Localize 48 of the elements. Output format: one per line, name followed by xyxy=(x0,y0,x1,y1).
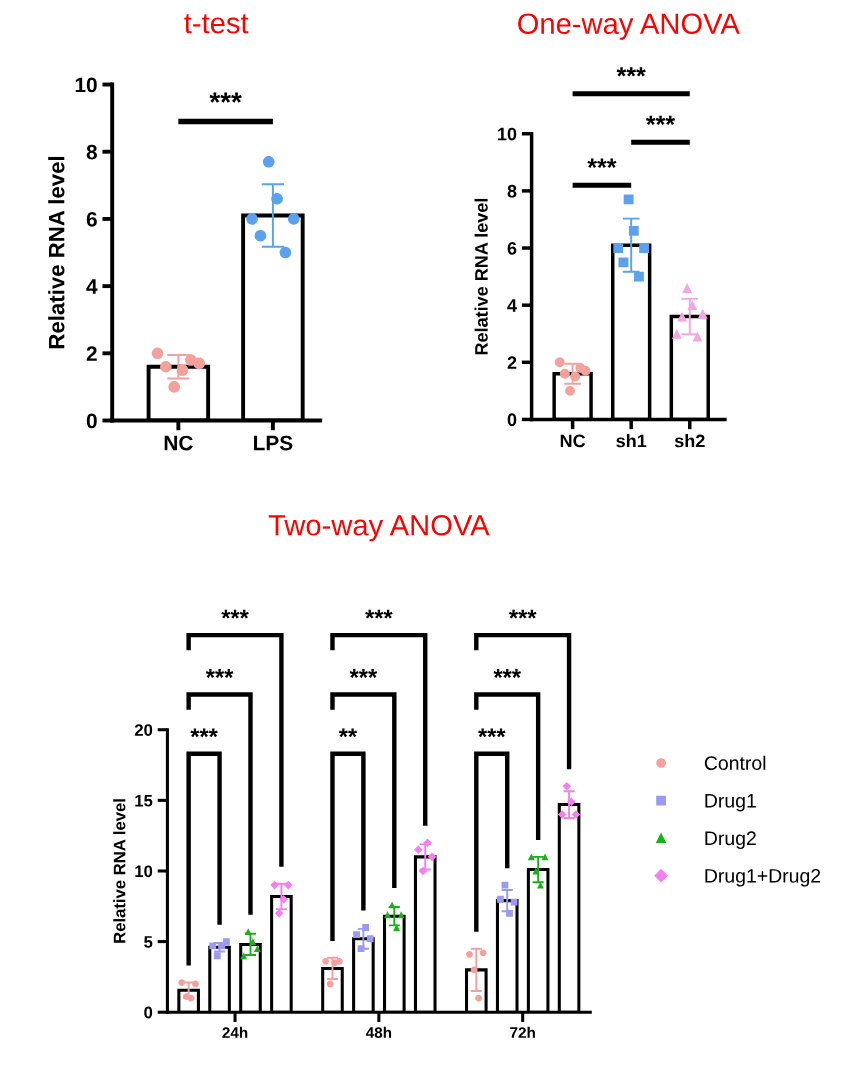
y-axis-title: Relative RNA level xyxy=(48,156,65,349)
chart-title: Two-way ANOVA xyxy=(268,514,490,542)
legend-label: Control xyxy=(704,755,766,770)
x-tick-label: 72h xyxy=(510,1026,535,1038)
text: *** xyxy=(221,609,249,619)
x-tick-label: LPS xyxy=(254,435,293,451)
x-tick-label: 48h xyxy=(365,1026,392,1039)
x-tick-label: sh1 xyxy=(616,434,647,448)
legend-label: Drug1+Drug2 xyxy=(705,868,821,887)
y-tick-label: 5 xyxy=(144,936,153,948)
text: *** xyxy=(616,67,646,77)
text: *** xyxy=(365,609,393,619)
y-tick-label: 10 xyxy=(135,865,153,878)
y-tick-label: 20 xyxy=(134,724,153,736)
legend-label: Drug2 xyxy=(705,831,756,849)
x-tick-label: NC xyxy=(560,434,586,448)
text: *** xyxy=(645,115,676,126)
y-tick-label: 6 xyxy=(507,241,517,255)
text: *** xyxy=(508,609,537,619)
annotation: *** xyxy=(478,728,506,738)
chart-title: One-way ANOVA xyxy=(518,13,740,40)
annotation: *** xyxy=(587,158,617,168)
annotation: *** xyxy=(190,728,218,738)
y-tick-label: 8 xyxy=(507,184,517,198)
y-tick-label: 6 xyxy=(86,211,97,227)
text: *** xyxy=(205,669,234,678)
x-tick-label: NC xyxy=(164,435,193,451)
y-tick-label: 10 xyxy=(75,77,97,93)
y-tick-label: 0 xyxy=(86,413,97,429)
chart-title: t-test xyxy=(184,14,249,34)
annotation: *** xyxy=(209,92,242,103)
y-tick-label: 10 xyxy=(498,127,517,141)
y-axis-title: Relative RNA level xyxy=(113,799,126,943)
y-axis-title: Relative RNA level xyxy=(474,198,488,355)
y-tick-label: 2 xyxy=(86,346,97,361)
y-tick-label: 8 xyxy=(86,144,97,160)
y-tick-label: 0 xyxy=(144,1006,153,1019)
y-tick-label: 2 xyxy=(507,356,517,369)
text: *** xyxy=(349,669,378,678)
text: *** xyxy=(493,669,521,678)
annotation: ** xyxy=(338,728,358,738)
x-tick-label: sh2 xyxy=(674,434,705,448)
x-tick-label: 24h xyxy=(222,1026,248,1038)
y-tick-label: 4 xyxy=(86,279,98,294)
y-tick-label: 15 xyxy=(135,794,153,807)
legend-label: Drug1 xyxy=(705,794,756,812)
y-tick-label: 0 xyxy=(507,413,517,427)
y-tick-label: 4 xyxy=(507,299,517,312)
